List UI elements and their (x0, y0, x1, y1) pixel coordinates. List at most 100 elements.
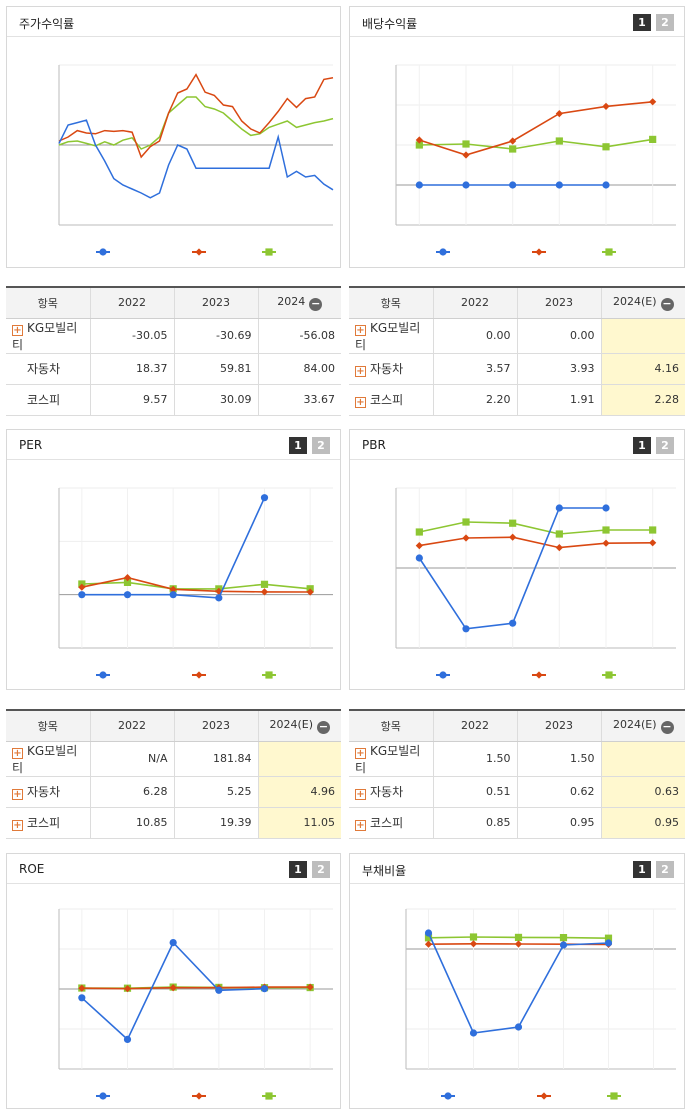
row-label-cell[interactable]: + KG모빌리티 (349, 318, 433, 354)
table-row: + KG모빌리티 -30.05 -30.69 -56.08 (6, 318, 341, 354)
page-1-button[interactable]: 1 (633, 14, 651, 31)
table-cell: 9.57 (89, 384, 174, 416)
series-kospi (415, 518, 657, 538)
table-row: + 코스피 0.85 0.95 0.95 (349, 807, 685, 839)
series-line (58, 73, 334, 159)
data-point (602, 181, 610, 189)
panel-header: PBR 1 2 (350, 430, 684, 460)
legend-item (436, 671, 450, 679)
stock-return-chart (58, 64, 334, 256)
table-cell: N/A (89, 741, 174, 777)
header-label: 2024 (277, 294, 306, 308)
legend-marker (99, 248, 107, 256)
row-label: 코스피 (370, 816, 404, 830)
pager: 1 2 (633, 14, 674, 31)
row-label-cell[interactable]: + KG모빌리티 (6, 741, 90, 777)
header-label: 2024(E) (269, 717, 314, 731)
pbr-table: 항목 2022 2023 2024(E) − + KG모빌리티 1.50 1.50 + 자동차 0.5… (349, 709, 685, 839)
data-point (462, 181, 470, 189)
row-label-cell[interactable]: + 코스피 (349, 384, 433, 416)
data-point (123, 591, 132, 599)
data-point (604, 939, 613, 947)
row-label-cell[interactable]: + 코스피 (6, 807, 90, 839)
expand-plus-icon[interactable]: + (355, 324, 366, 336)
table-cell: 181.84 (173, 741, 258, 777)
table-cell: -56.08 (257, 318, 341, 354)
page-2-button[interactable]: 2 (656, 14, 674, 31)
expand-plus-icon[interactable]: + (12, 789, 23, 800)
data-point (555, 181, 563, 189)
page-1-button[interactable]: 1 (633, 437, 651, 454)
expand-plus-icon[interactable]: + (355, 789, 366, 800)
data-point (602, 526, 610, 534)
row-label: 자동차 (370, 785, 404, 799)
row-label-cell[interactable]: + 자동차 (349, 776, 433, 808)
legend-marker (439, 248, 447, 256)
row-label-cell[interactable]: + 코스피 (349, 807, 433, 839)
panel-header: ROE 1 2 (7, 854, 340, 884)
data-point (78, 984, 86, 992)
data-point (215, 986, 223, 994)
header-label: 2023 (545, 719, 573, 733)
table-header-row: 항목 2022 2023 2024− (6, 287, 341, 319)
collapse-icon[interactable]: − (660, 719, 674, 734)
table-cell: 0.95 (516, 807, 601, 839)
expand-plus-icon[interactable]: + (12, 324, 23, 336)
series-kg (78, 939, 269, 1043)
row-label: 코스피 (370, 393, 404, 407)
row-label-cell[interactable]: + KG모빌리티 (349, 741, 433, 777)
row-label-cell[interactable]: + 자동차 (6, 776, 90, 808)
page-2-button[interactable]: 2 (312, 861, 330, 878)
legend-marker (535, 248, 543, 256)
expand-plus-icon[interactable]: + (12, 747, 23, 759)
row-label-cell[interactable]: + 자동차 (349, 353, 433, 385)
expand-plus-icon[interactable]: + (355, 397, 366, 408)
collapse-icon[interactable]: − (660, 296, 674, 311)
table-cell: 33.67 (257, 384, 341, 416)
data-point (555, 530, 563, 538)
collapse-icon[interactable]: − (317, 719, 331, 734)
expand-plus-icon[interactable]: + (355, 820, 366, 831)
table-row: 자동차 18.37 59.81 84.00 (6, 353, 341, 385)
page-2-button[interactable]: 2 (312, 437, 330, 454)
table-cell: 2.20 (432, 384, 517, 416)
page-2-button[interactable]: 2 (656, 437, 674, 454)
collapse-icon[interactable]: − (309, 296, 323, 311)
table-row: + KG모빌리티 1.50 1.50 (349, 741, 685, 777)
dividend-yield-chart (395, 64, 676, 256)
expand-plus-icon[interactable]: + (355, 366, 366, 377)
debt-ratio-chart (405, 908, 676, 1100)
table-cell: 0.00 (516, 318, 601, 354)
chart-panel-dividend-yield: 배당수익률 1 2 (349, 6, 685, 268)
data-point (509, 533, 517, 541)
data-point (424, 934, 433, 942)
data-point (514, 1023, 523, 1031)
legend-marker (535, 671, 543, 679)
series-auto (78, 574, 314, 596)
row-label-cell: 코스피 (6, 384, 90, 416)
panel-title: 부채비율 (362, 864, 407, 878)
page-1-button[interactable]: 1 (289, 861, 307, 878)
data-point (78, 583, 86, 591)
expand-plus-icon[interactable]: + (355, 747, 366, 759)
series-line (58, 119, 334, 199)
table-cell: 4.96 (257, 776, 341, 808)
row-label-cell[interactable]: + KG모빌리티 (6, 318, 90, 354)
table-cell: 0.62 (516, 776, 601, 808)
data-point (509, 181, 517, 189)
pager: 1 2 (633, 437, 674, 454)
data-point (424, 929, 433, 937)
page-1-button[interactable]: 1 (289, 437, 307, 454)
legend-marker (99, 671, 107, 679)
panel-title: PER (19, 438, 43, 452)
page-2-button[interactable]: 2 (656, 861, 674, 878)
data-point (123, 985, 132, 993)
legend-item (441, 1092, 455, 1100)
page-1-button[interactable]: 1 (633, 861, 651, 878)
expand-plus-icon[interactable]: + (12, 820, 23, 831)
legend-marker (610, 1092, 618, 1100)
panel-title: 배당수익률 (362, 17, 418, 31)
table-header-cell: 2023 (173, 287, 258, 319)
series-kg (78, 494, 269, 602)
header-label: 2022 (118, 719, 146, 733)
